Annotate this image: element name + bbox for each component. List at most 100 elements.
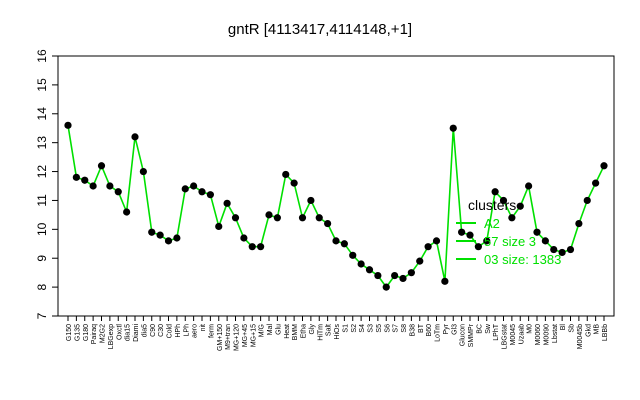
x-tick-label: Cold (167, 324, 174, 339)
data-point (416, 257, 424, 265)
x-tick-label: GM+150 (217, 324, 224, 351)
data-point (131, 133, 139, 141)
x-tick-label: MG+45 (242, 324, 249, 347)
data-point (357, 260, 365, 268)
x-tick-label: LPhT (493, 323, 500, 340)
data-point (600, 162, 608, 170)
data-point (592, 179, 600, 187)
data-point (181, 185, 189, 193)
x-tick-label: C90 (150, 324, 157, 337)
data-point (391, 271, 399, 280)
y-tick-label: 13 (35, 136, 49, 150)
x-tick-label: ferm (208, 324, 215, 338)
data-point (298, 214, 307, 222)
data-point (282, 170, 290, 179)
x-tick-label: nit (200, 324, 207, 331)
data-point (257, 243, 265, 251)
data-point (483, 237, 491, 245)
x-tick-label: S3 (368, 324, 375, 333)
y-tick-label: 15 (35, 78, 49, 92)
x-tick-label: BT (418, 323, 425, 333)
x-tick-label: Sw (485, 323, 492, 334)
x-tick-label: Gly (309, 324, 316, 335)
x-tick-label: Pyr (443, 323, 450, 334)
x-tick-label: Sb (569, 324, 576, 333)
y-tick-label: 9 (35, 255, 49, 262)
x-tick-label: Uzaab (518, 324, 525, 344)
data-point (106, 182, 114, 190)
x-tick-label: LBGstat (502, 324, 509, 349)
x-tick-label: Heat (284, 324, 291, 339)
data-point (558, 248, 566, 257)
x-tick-label: LBBb (602, 324, 609, 341)
data-point (290, 179, 298, 187)
x-tick-label: M0045b (577, 324, 584, 349)
legend: clusters A2 57 size 3 03 size: 1383 (456, 197, 561, 267)
x-tick-label: LoTm (435, 324, 442, 342)
x-tick-label: Glucon (460, 324, 467, 346)
data-point (424, 243, 432, 251)
data-point (349, 251, 357, 259)
x-tick-label: HiTm (317, 324, 324, 341)
x-tick-label: S2 (351, 324, 358, 333)
x-tick-label: M/G (259, 324, 266, 337)
x-tick-label: M0045 (510, 324, 517, 346)
data-point (265, 211, 273, 219)
x-axis: G150 G135 G180 Pairaq M2G2 LBGexp Oxctl dia15 Di… (66, 316, 609, 351)
data-point (240, 234, 248, 242)
x-tick-label: aero (192, 324, 199, 338)
data-point (123, 208, 131, 216)
x-tick-label: HPh (175, 324, 182, 338)
data-point (365, 266, 374, 274)
x-tick-label: Diami (133, 324, 140, 342)
x-tick-label: S6 (384, 324, 391, 333)
data-point (566, 245, 575, 254)
data-point (307, 196, 315, 205)
data-point (156, 231, 164, 239)
data-point (340, 240, 348, 248)
data-point (466, 231, 474, 239)
data-point (164, 237, 173, 245)
legend-entry: 57 size 3 (484, 234, 536, 249)
x-tick-label: M0090 (543, 324, 550, 346)
data-point (533, 228, 541, 236)
x-tick-label: Salt (326, 324, 333, 336)
x-tick-label: Etha (301, 324, 308, 339)
x-tick-label: S8 (401, 324, 408, 333)
x-tick-label: M2G2 (100, 324, 107, 343)
x-tick-label: Bl (560, 324, 567, 331)
x-tick-label: Mal (267, 324, 274, 336)
x-tick-label: LPh (183, 324, 190, 337)
data-point (491, 188, 499, 196)
x-tick-label: MG+120 (234, 324, 241, 351)
y-tick-label: 7 (35, 312, 49, 319)
y-axis: 7 8 9 10 11 12 13 14 15 16 (35, 49, 58, 319)
x-tick-label: HiOs (334, 324, 341, 340)
x-tick-label: BMM (292, 324, 299, 341)
data-point (382, 283, 390, 291)
data-point (273, 214, 281, 222)
x-tick-label: Pairaq (91, 324, 98, 344)
x-tick-label: Glu (275, 324, 282, 335)
x-tick-label: Lbstat (552, 324, 559, 343)
data-point (449, 124, 457, 132)
x-tick-label: C30 (158, 324, 165, 337)
legend-entries: A2 57 size 3 03 size: 1383 (456, 216, 561, 267)
data-point (499, 196, 508, 205)
data-point (190, 182, 198, 190)
data-point (248, 243, 256, 251)
chart-title: gntR [4113417,4114148,+1] (228, 21, 412, 38)
data-point (215, 222, 223, 231)
legend-entry: 03 size: 1383 (484, 252, 561, 267)
data-point (441, 277, 449, 285)
x-tick-label: MG+15 (250, 324, 257, 347)
data-point (432, 237, 441, 245)
x-tick-label: G180 (83, 324, 90, 341)
data-point (223, 199, 231, 207)
x-tick-label: G135 (74, 324, 81, 341)
data-point (148, 228, 156, 236)
data-point (575, 219, 583, 228)
x-tick-label: BC (476, 324, 483, 334)
x-tick-label: Oxctl (116, 324, 123, 340)
